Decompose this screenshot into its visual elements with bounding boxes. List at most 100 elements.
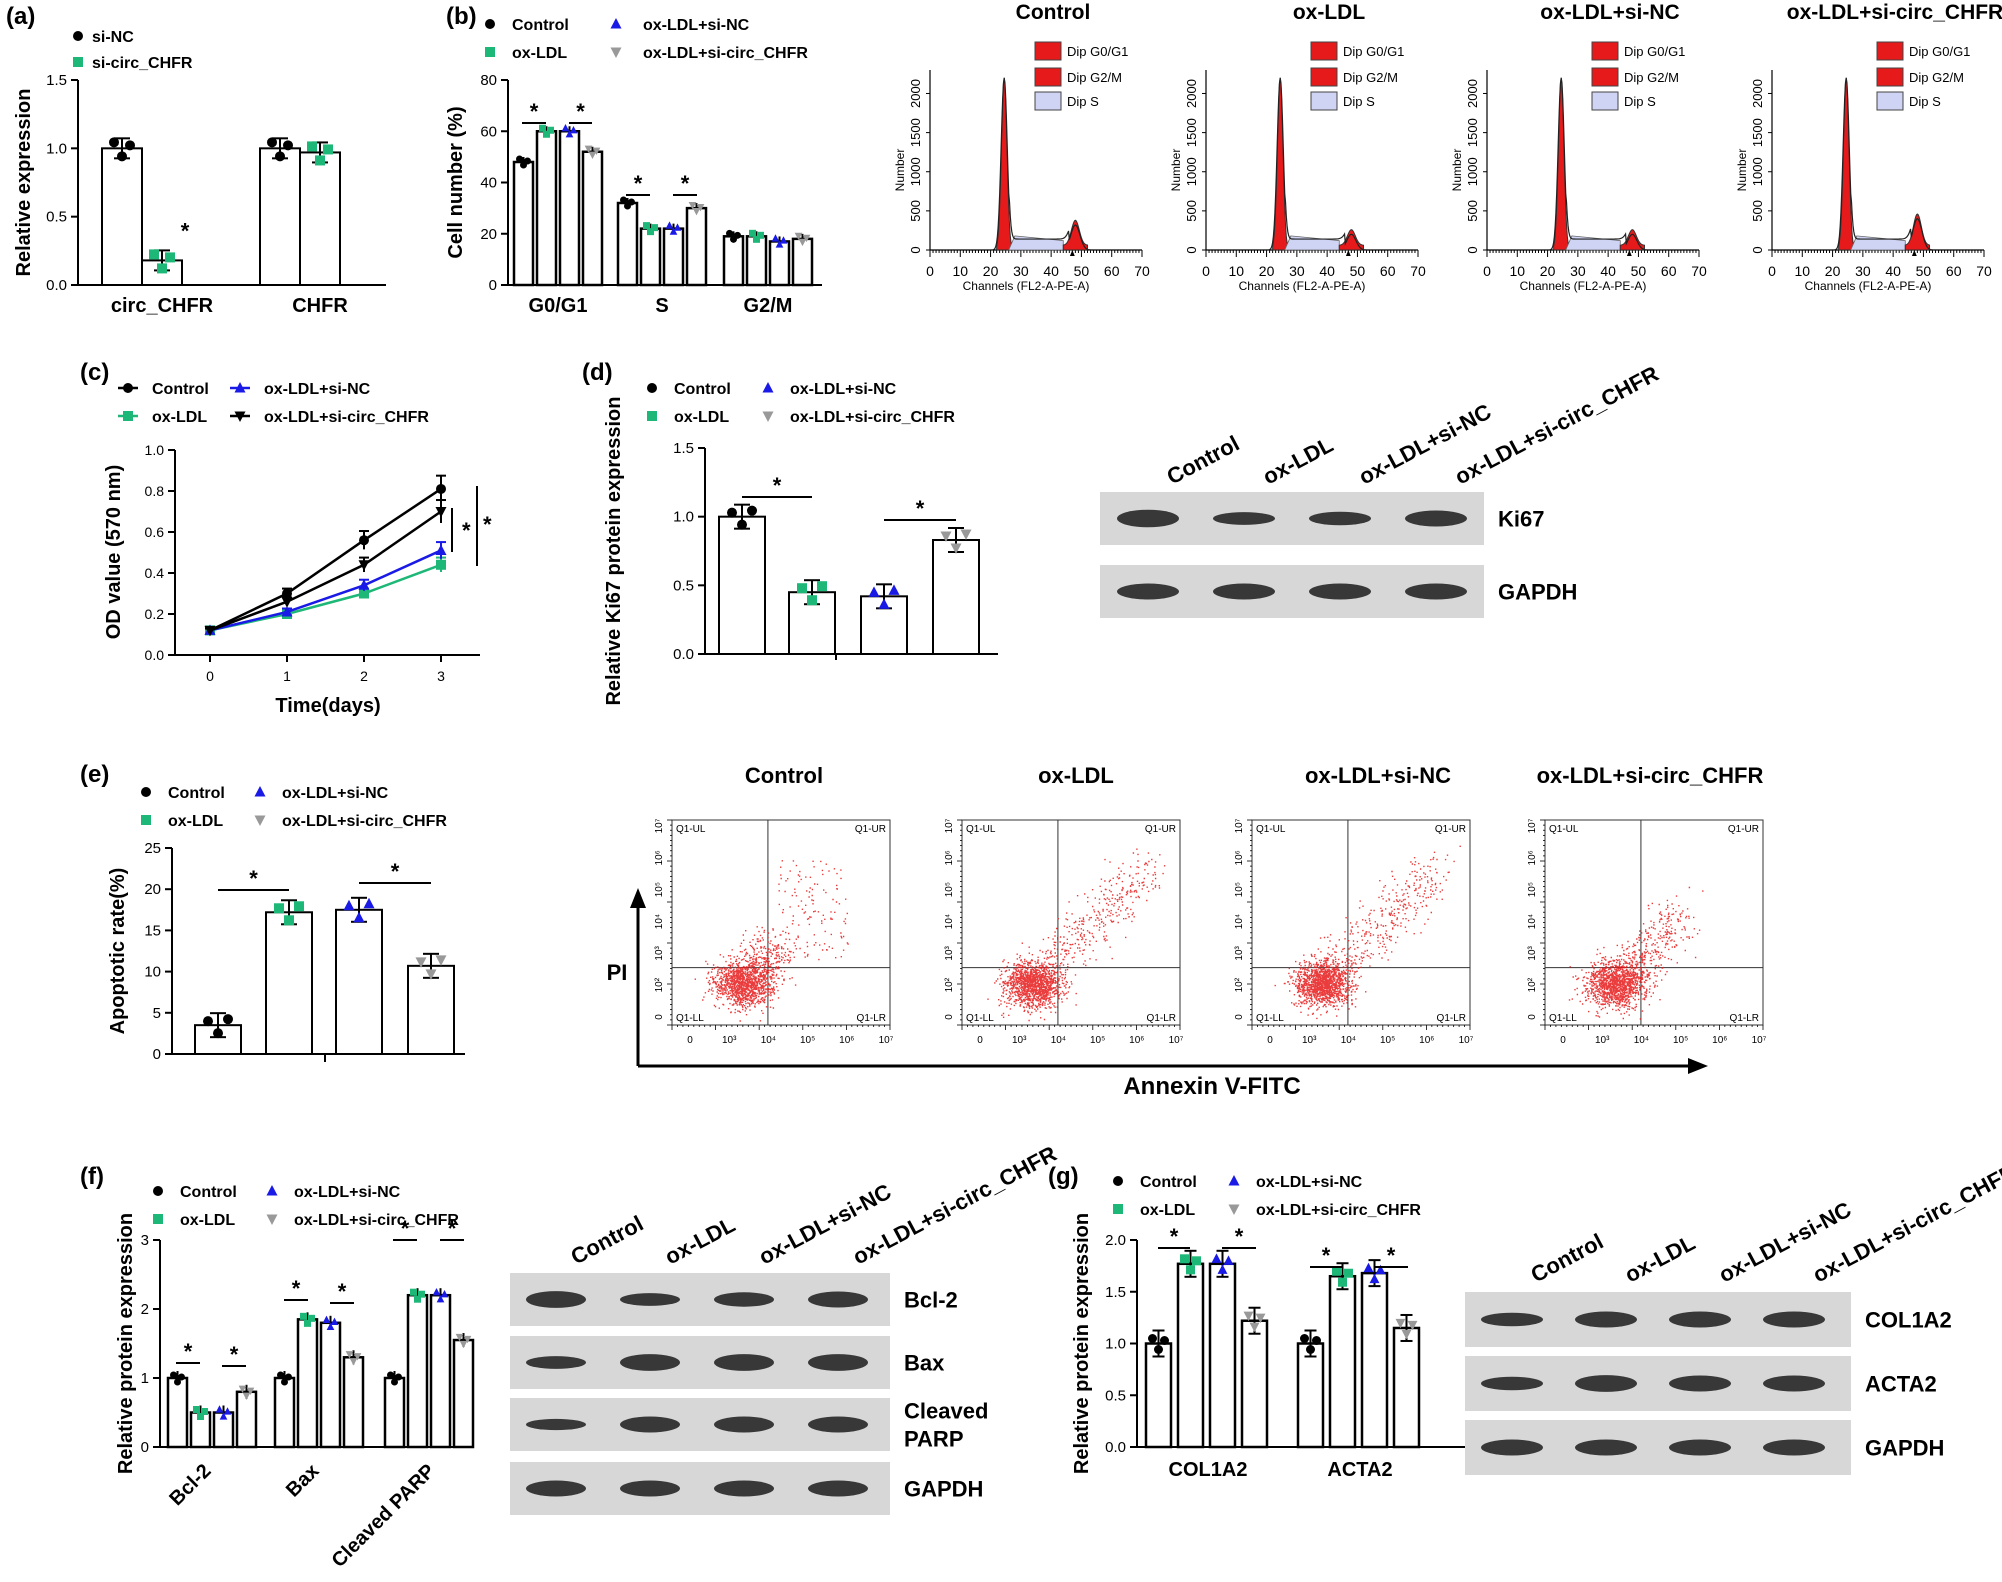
scatter-points (694, 860, 849, 1022)
y-tick-label: 1000 (1465, 157, 1480, 186)
x-tick-label: 10⁴ (761, 1035, 776, 1046)
data-point (277, 1371, 284, 1379)
panel-label: (g) (1048, 1163, 1079, 1190)
bar (335, 908, 383, 1055)
y-axis-title: Cell number (%) (445, 106, 467, 258)
blot-band (620, 1416, 680, 1433)
data-point (197, 1413, 204, 1420)
y-tick-label: 500 (1184, 200, 1199, 222)
y-tick-label: 10⁴ (944, 914, 955, 929)
data-point (304, 1319, 311, 1327)
bar (639, 227, 662, 287)
data-point (359, 588, 369, 599)
y-tick-label: 10² (654, 977, 665, 992)
data-point (359, 535, 369, 546)
quadrant-label: Q1-LL (966, 1013, 994, 1024)
data-point (727, 507, 737, 518)
y-tick-label: 2 (141, 1301, 149, 1318)
x-tick-label: 60 (1946, 263, 1962, 279)
legend-swatch (1310, 67, 1338, 87)
x-tick-label: 10⁶ (1129, 1035, 1144, 1046)
y-axis-title: Relative protein expression (115, 1213, 137, 1474)
y-tick-label: 0 (1465, 246, 1480, 253)
panel-title: ox-LDL+si-circ_CHFR (1787, 1, 2002, 24)
data-point (157, 263, 167, 274)
text-label: ox-LDL+si-NC (643, 17, 750, 34)
significance-star: * (483, 512, 492, 537)
text-label: ox-LDL+si-NC (264, 381, 371, 398)
series-line (209, 510, 442, 632)
y-tick-label: 10² (1234, 977, 1245, 992)
x-tick-label: 0 (1560, 1035, 1566, 1046)
scatter-panel: Control Q1-UL Q1-UR Q1-LL Q1-LR 0 10³ 10⁴ 10⁵ 10⁶… (654, 763, 894, 1046)
text-label: ox-LDL+si-NC (790, 381, 897, 398)
y-tick-label: 10⁶ (1234, 850, 1245, 865)
x-tick-label: 20 (1540, 263, 1556, 279)
histogram-envelope (1546, 77, 1651, 251)
x-tick-label: 30 (1570, 263, 1586, 279)
y-tick-label: 2000 (1750, 79, 1765, 108)
histogram-panel: ox-LDL+si-NC Dip G0/G1 Dip G2/M Dip S 0 10 20 3… (1450, 1, 1707, 293)
histogram-panel: Control Dip G0/G1 Dip G2/M Dip S 0 10 20 30 40 50… (893, 1, 1150, 293)
y-tick-label: 2.0 (1105, 1232, 1126, 1249)
data-point (757, 231, 764, 239)
y-tick-label: 10² (944, 977, 955, 992)
y-tick-label: 1.0 (673, 509, 694, 526)
y-tick-label: 5 (153, 1005, 161, 1022)
y-tick-label: 2000 (1465, 79, 1480, 108)
text-label: Control (512, 17, 569, 34)
text-label: Control (674, 381, 731, 398)
bar (685, 206, 708, 287)
data-point (1186, 1265, 1195, 1275)
text-label: Control (1140, 1174, 1197, 1191)
data-point (363, 897, 375, 909)
text-label: Control (180, 1184, 237, 1201)
legend-label: Dip G2/M (1624, 70, 1679, 85)
text-label: ox-LDL (512, 45, 567, 62)
blot-lane-label: Control (1163, 431, 1244, 490)
x-tick-label: Cleaved PARP (328, 1460, 440, 1572)
data-point (665, 221, 674, 229)
blot-lane-label: ox-LDL (1621, 1230, 1700, 1288)
blot-band (1763, 1311, 1825, 1328)
panel-label: (f) (80, 1163, 104, 1190)
data-point (125, 140, 135, 151)
legend-marker (610, 18, 622, 29)
quadrant-label: Q1-UL (1256, 824, 1286, 835)
text-label: Control (152, 381, 209, 398)
x-tick-label: 10 (1509, 263, 1525, 279)
legend-marker (153, 1186, 163, 1196)
x-tick-label: 60 (1104, 263, 1120, 279)
data-point (284, 915, 294, 926)
blot-band (1763, 1439, 1825, 1456)
data-point (215, 1405, 224, 1413)
arrow-head-icon (630, 888, 646, 908)
data-point (771, 234, 780, 242)
legend-marker (73, 57, 83, 67)
x-tick-label: 70 (1976, 263, 1992, 279)
annexin-label: Annexin V-FITC (1123, 1073, 1300, 1100)
legend-label: Dip G2/M (1343, 70, 1398, 85)
blot-band (714, 1354, 774, 1371)
significance-star: * (1170, 1224, 1179, 1249)
text-label: ox-LDL+si-circ_CHFR (790, 409, 955, 426)
data-point (223, 1014, 233, 1025)
y-tick-label: 0 (654, 1014, 665, 1020)
data-point (797, 583, 807, 594)
data-point (349, 1358, 358, 1366)
panel-title: Control (745, 763, 823, 788)
histogram-envelope (989, 77, 1094, 251)
x-tick-label: 0 (1483, 263, 1491, 279)
legend-marker (485, 47, 495, 57)
x-tick-label: 40 (1885, 263, 1901, 279)
quadrant-label: Q1-UR (1728, 824, 1759, 835)
y-tick-label: 2000 (908, 79, 923, 108)
data-point (193, 1406, 200, 1413)
data-point (149, 249, 159, 260)
x-tick-label: 0 (926, 263, 934, 279)
y-tick-label: 80 (480, 72, 497, 89)
x-tick-label: 30 (1013, 263, 1029, 279)
blot-band (1763, 1375, 1825, 1392)
x-tick-label: 0 (977, 1035, 983, 1046)
